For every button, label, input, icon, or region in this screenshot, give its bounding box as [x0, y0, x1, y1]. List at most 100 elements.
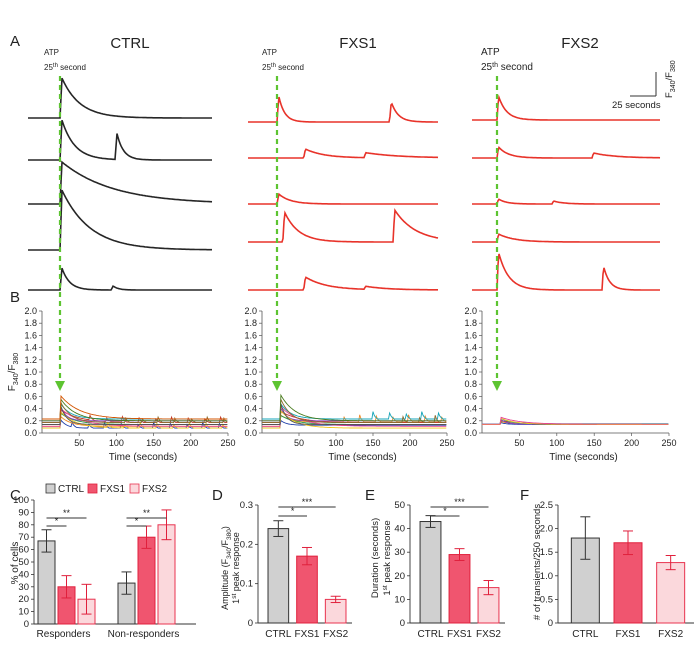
b-ytick-label-fxs1: 1.6: [244, 330, 257, 340]
legend-label-fxs2: FXS2: [142, 484, 167, 495]
panel-letter-f: F: [520, 487, 529, 504]
c-bar: [37, 540, 56, 625]
panel-b-ylabel: F340/F380: [7, 353, 20, 391]
b-xtick-label-fxs1: 150: [365, 438, 380, 448]
panel-e-ylabel-line2: 1st peak response: [382, 520, 393, 595]
b-series-fxs1-1: [262, 419, 447, 429]
b-xtick-label-fxs1: 250: [439, 438, 454, 448]
svg-text:25th second: 25th second: [44, 63, 86, 72]
e-bar: [419, 521, 442, 624]
b-ytick-label-fxs2: 0.8: [464, 379, 477, 389]
e-ytick-label: 30: [394, 547, 405, 558]
d-bar: [296, 555, 318, 624]
c-ytick-label: 90: [18, 507, 29, 518]
b-series-fxs1-9: [262, 403, 447, 425]
b-series-fxs1-6: [262, 402, 447, 420]
e-ytick-label: 10: [394, 594, 405, 605]
d-ytick-label: 0.2: [240, 539, 253, 550]
panel-letter-d: D: [212, 487, 223, 504]
trace-ctrl-2: [28, 119, 212, 161]
b-ytick-label-ctrl: 1.0: [24, 367, 37, 377]
e-ytick-label: 40: [394, 524, 405, 535]
traces-fxs2: [472, 94, 661, 291]
trace-ctrl-4: [28, 189, 212, 251]
b-xtick-label-fxs2: 100: [549, 438, 564, 448]
trace-fxs1-1: [248, 96, 438, 123]
b-xtick-label-ctrl: 250: [220, 438, 235, 448]
c-category-label: Responders: [37, 629, 91, 640]
f-ytick-label: 0: [548, 618, 553, 629]
c-ytick-label: 70: [18, 532, 29, 543]
b-ytick-label-fxs1: 0.8: [244, 379, 257, 389]
legend-swatch-fxs2: [129, 483, 140, 494]
b-xtick-label-fxs2: 150: [587, 438, 602, 448]
b-series-fxs1-7: [262, 409, 447, 429]
e-ytick-label: 20: [394, 571, 405, 582]
f-ytick-label: 0.5: [540, 594, 553, 605]
b-series-ctrl-6: [42, 403, 228, 420]
b-ytick-label-fxs2: 0.4: [464, 404, 477, 414]
panel-f-chart: 0 0.5 1.0 1.5 2.0 2.5 CTRL FXS1 FXS2: [540, 500, 694, 640]
trace-fxs1-4: [248, 208, 439, 243]
c-sig-label: *: [55, 516, 59, 526]
c-ytick-label: 60: [18, 545, 29, 556]
panel-b-charts: 0.0 0.2 0.4 0.6 0.8 1.0 1.2 1.4 1.6 1.8 2.0 50 100 15…: [24, 306, 676, 463]
c-sig-label: **: [143, 508, 151, 518]
b-xlabel-ctrl: Time (seconds): [109, 452, 178, 463]
trace-fxs1-3: [248, 192, 438, 205]
svg-text:ATP: ATP: [262, 48, 277, 57]
group-title-fxs2: FXS2: [561, 35, 599, 52]
svg-text:25 seconds: 25 seconds: [612, 100, 661, 111]
f-ytick-label: 2.0: [540, 524, 553, 535]
c-sig-label: **: [63, 508, 71, 518]
b-xtick-label-fxs2: 200: [624, 438, 639, 448]
b-ytick-label-ctrl: 0.2: [24, 416, 37, 426]
b-ytick-label-fxs2: 1.8: [464, 318, 477, 328]
b-series-fxs1-8: [262, 405, 447, 427]
b-ytick-label-fxs1: 1.0: [244, 367, 257, 377]
b-ytick-label-fxs2: 1.2: [464, 355, 477, 365]
svg-text:ATP: ATP: [44, 48, 59, 57]
b-xtick-label-fxs2: 50: [514, 438, 524, 448]
b-ytick-label-fxs2: 1.4: [464, 343, 477, 353]
b-ytick-label-fxs2: 2.0: [464, 306, 477, 316]
e-category-label: CTRL: [417, 629, 444, 640]
b-ytick-label-ctrl: 0.4: [24, 404, 37, 414]
b-series-ctrl-7: [42, 410, 228, 429]
e-ytick-label: 0: [400, 618, 405, 629]
b-ytick-label-fxs2: 0.6: [464, 391, 477, 401]
trace-fxs2-3: [472, 198, 660, 205]
c-ytick-label: 20: [18, 594, 29, 605]
c-ytick-label: 30: [18, 582, 29, 593]
b-series-fxs1-11: [262, 393, 447, 422]
c-ytick-label: 10: [18, 607, 29, 618]
b-xtick-label-ctrl: 200: [183, 438, 198, 448]
svg-text:25th second: 25th second: [481, 62, 533, 73]
b-ytick-label-fxs1: 0.6: [244, 391, 257, 401]
b-series-ctrl-10: [42, 401, 228, 424]
f-bar: [613, 542, 643, 624]
group-title-fxs1: FXS1: [339, 35, 377, 52]
panel-letter-c: C: [10, 487, 21, 504]
f-category-label: FXS1: [615, 629, 640, 640]
b-ytick-label-ctrl: 0.0: [24, 428, 37, 438]
b-ytick-label-fxs2: 0.0: [464, 428, 477, 438]
trace-fxs2-1: [472, 94, 660, 121]
b-series-ctrl-9: [42, 406, 228, 425]
b-xlabel-fxs1: Time (seconds): [328, 452, 397, 463]
b-series-ctrl-12: [42, 394, 228, 420]
c-ytick-label: 40: [18, 569, 29, 580]
trace-ctrl-3: [28, 160, 213, 205]
b-xtick-label-ctrl: 100: [109, 438, 124, 448]
traces-fxs1: [248, 96, 439, 291]
legend-swatch-fxs1: [87, 483, 98, 494]
panel-letter-b: B: [10, 289, 20, 306]
atp-label-fxs2: ATP 25th second: [481, 47, 533, 73]
b-ytick-label-fxs1: 0.0: [244, 428, 257, 438]
b-ytick-label-fxs2: 0.2: [464, 416, 477, 426]
d-sig-label: ***: [302, 497, 313, 507]
trace-fxs2-5: [472, 253, 660, 291]
group-title-ctrl: CTRL: [110, 35, 149, 52]
